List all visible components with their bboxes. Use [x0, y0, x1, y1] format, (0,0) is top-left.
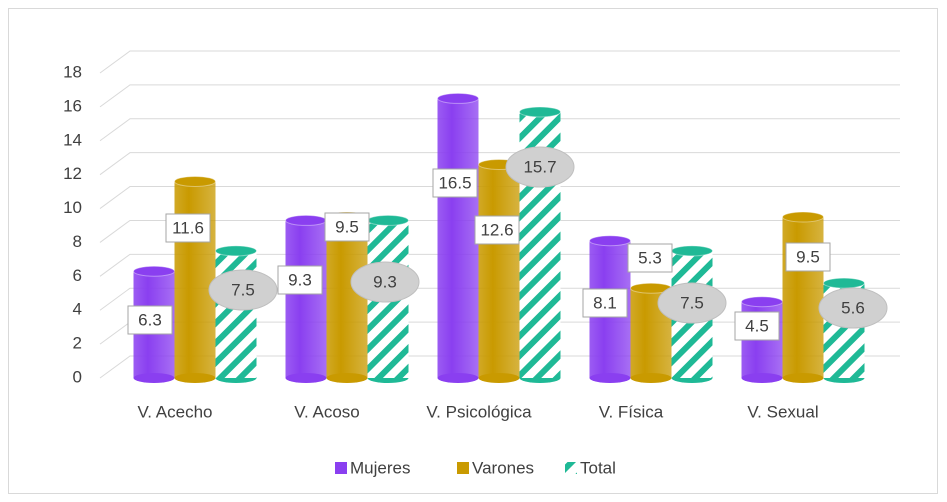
- data-label: 11.6: [172, 218, 204, 237]
- y-tick-label: 14: [63, 130, 82, 149]
- grid-line: [99, 186, 900, 209]
- data-label-bg: [734, 311, 780, 341]
- bar-top: [823, 277, 865, 289]
- data-label-bg: [657, 282, 727, 324]
- bar: [174, 181, 216, 378]
- data-label: 6.3: [138, 310, 162, 329]
- data-label-bg: [350, 261, 420, 303]
- grid-line: [99, 118, 900, 142]
- data-label: 15.7: [523, 157, 556, 176]
- legend-swatch: [565, 462, 577, 474]
- x-tick-label: V. Física: [599, 402, 664, 421]
- y-tick-label: 0: [73, 367, 82, 386]
- data-label: 16.5: [438, 173, 471, 192]
- bar-top: [437, 92, 479, 104]
- bar-top: [782, 211, 824, 223]
- data-label-bg: [505, 146, 575, 188]
- y-tick-label: 12: [63, 164, 82, 183]
- data-label: 12.6: [480, 220, 513, 239]
- bar-top: [589, 235, 631, 247]
- bar-top: [519, 106, 561, 118]
- grid-line: [99, 84, 900, 108]
- bar: [437, 98, 479, 379]
- data-label-bg: [582, 288, 628, 318]
- grid-line: [99, 219, 900, 243]
- y-tick-label: 18: [63, 62, 82, 81]
- bar-top: [285, 214, 327, 226]
- data-label-bg: [785, 242, 831, 272]
- bar-top: [741, 296, 783, 308]
- grid-line: [99, 152, 900, 176]
- data-label-bg: [165, 213, 211, 243]
- bar-top: [367, 214, 409, 226]
- legend-label: Total: [580, 458, 616, 477]
- y-tick-label: 8: [73, 232, 82, 251]
- data-label-bg: [127, 305, 173, 335]
- data-label: 7.5: [680, 293, 704, 312]
- data-label-bg: [627, 243, 673, 273]
- y-tick-label: 10: [63, 198, 82, 217]
- x-tick-label: V. Acecho: [138, 402, 213, 421]
- data-label: 9.3: [288, 270, 312, 289]
- data-label: 9.3: [373, 272, 397, 291]
- y-tick-label: 4: [73, 300, 82, 319]
- data-label: 7.5: [231, 280, 255, 299]
- data-label-bg: [208, 269, 278, 311]
- legend-swatch: [457, 462, 469, 474]
- bar-top: [133, 265, 175, 277]
- data-label-bg: [324, 212, 370, 242]
- legend-swatch: [335, 462, 347, 474]
- x-tick-label: V. Sexual: [747, 402, 818, 421]
- x-tick-label: V. Acoso: [294, 402, 360, 421]
- bar: [478, 164, 520, 378]
- data-label-bg: [818, 287, 888, 329]
- data-label-bg: [277, 265, 323, 295]
- bar: [326, 217, 368, 378]
- bar-top: [215, 245, 257, 257]
- data-label: 5.3: [638, 248, 662, 267]
- data-label-bg: [474, 215, 520, 245]
- legend-label: Mujeres: [350, 458, 410, 477]
- data-label: 9.5: [796, 247, 820, 266]
- bar: [782, 217, 824, 378]
- bar: [285, 220, 327, 378]
- y-tick-label: 16: [63, 96, 82, 115]
- y-tick-label: 2: [73, 334, 82, 353]
- data-label: 9.5: [335, 217, 359, 236]
- x-tick-label: V. Psicológica: [426, 402, 532, 421]
- grid-line: [99, 50, 900, 74]
- bar-top: [174, 175, 216, 187]
- legend-label: Varones: [472, 458, 534, 477]
- data-label: 5.6: [841, 298, 865, 317]
- data-label-bg: [432, 168, 478, 198]
- bar-top: [671, 245, 713, 257]
- data-label: 4.5: [745, 316, 769, 335]
- y-tick-label: 6: [73, 266, 82, 285]
- data-label: 8.1: [593, 293, 617, 312]
